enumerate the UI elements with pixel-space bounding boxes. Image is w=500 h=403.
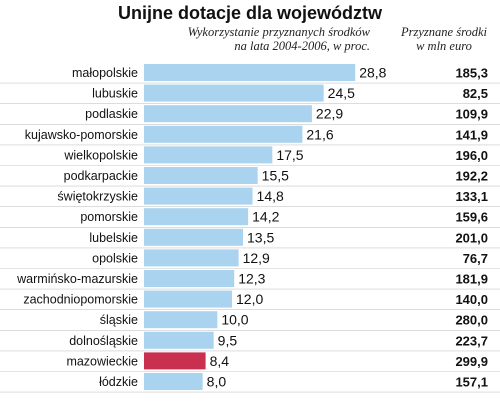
bar-value-label: 12,3 (238, 271, 265, 287)
bar (144, 167, 258, 184)
bar (144, 373, 203, 390)
bar-value-label: 14,8 (257, 188, 284, 204)
bar-value-label: 8,4 (210, 353, 230, 369)
funds-value-label: 299,9 (455, 354, 488, 369)
bar (144, 105, 312, 123)
bar (144, 187, 253, 205)
bar (144, 228, 243, 246)
bar (144, 290, 232, 308)
subtitle-funds-line-2: w mln euro (416, 39, 472, 53)
bar (144, 125, 303, 143)
subtitle-funds-line-1: Przyznane środki (401, 25, 487, 39)
bar-value-label: 12,0 (236, 291, 263, 307)
funds-value-label: 159,6 (455, 210, 488, 225)
bar (144, 311, 218, 329)
bar-value-label: 10,0 (221, 312, 248, 328)
funds-value-label: 82,5 (463, 86, 488, 101)
category-label: podlaskie (85, 107, 138, 121)
funds-value-label: 185,3 (455, 66, 488, 81)
bar (144, 146, 273, 164)
category-label: lubuskie (92, 87, 138, 101)
bar-value-label: 17,5 (276, 147, 303, 163)
funds-value-label: 280,0 (455, 313, 488, 328)
bar-value-label: 21,6 (306, 126, 333, 142)
bar-highlight (144, 352, 206, 370)
funds-value-label: 223,7 (455, 333, 488, 348)
funds-value-label: 201,0 (455, 230, 488, 245)
bar-value-label: 22,9 (316, 106, 343, 122)
bar (144, 84, 324, 102)
category-label: podkarpackie (64, 169, 138, 183)
bar (144, 249, 239, 267)
funds-value-label: 140,0 (455, 292, 488, 307)
bar-value-label: 8,0 (207, 374, 227, 390)
funds-value-label: 192,2 (455, 169, 488, 184)
category-label: kujawsko-pomorskie (25, 128, 138, 142)
category-label: pomorskie (80, 210, 138, 224)
chart-title: Unijne dotacje dla województw (117, 3, 383, 23)
bar (144, 64, 356, 81)
bar-value-label: 13,5 (247, 229, 274, 245)
category-label: lubelskie (89, 231, 138, 245)
category-label: zachodniopomorskie (23, 293, 138, 307)
funds-value-label: 196,0 (455, 148, 488, 163)
funds-value-label: 141,9 (455, 127, 488, 142)
category-label: wielkopolskie (63, 148, 138, 162)
category-label: łódzkie (99, 375, 138, 389)
subtitle-funds: Przyznane środki w mln euro (390, 25, 498, 53)
subtitle-usage-line-1: Wykorzystanie przyznanych środków (187, 25, 370, 39)
bar-value-label: 28,8 (359, 65, 386, 81)
bar (144, 331, 214, 349)
bar-value-label: 12,9 (243, 250, 270, 266)
category-label: mazowieckie (66, 354, 138, 368)
subtitle-usage: Wykorzystanie przyznanych środków na lat… (150, 25, 370, 53)
category-label: małopolskie (72, 66, 138, 80)
subtitle-usage-line-2: na lata 2004-2006, w proc. (234, 39, 370, 53)
category-label: dolnośląskie (69, 334, 138, 348)
bar (144, 270, 235, 287)
funds-value-label: 181,9 (455, 272, 488, 287)
bar-value-label: 24,5 (328, 85, 355, 101)
category-label: warmińsko-mazurskie (16, 272, 138, 286)
bar-value-label: 9,5 (218, 332, 238, 348)
funds-value-label: 133,1 (455, 189, 488, 204)
category-label: opolskie (92, 251, 138, 265)
funds-value-label: 76,7 (463, 251, 488, 266)
bar-value-label: 14,2 (252, 209, 279, 225)
category-label: śląskie (100, 313, 138, 327)
bar (144, 208, 249, 226)
funds-value-label: 157,1 (455, 375, 488, 390)
bar-value-label: 15,5 (262, 168, 289, 184)
category-label: świętokrzyskie (57, 190, 138, 204)
funds-value-label: 109,9 (455, 107, 488, 122)
